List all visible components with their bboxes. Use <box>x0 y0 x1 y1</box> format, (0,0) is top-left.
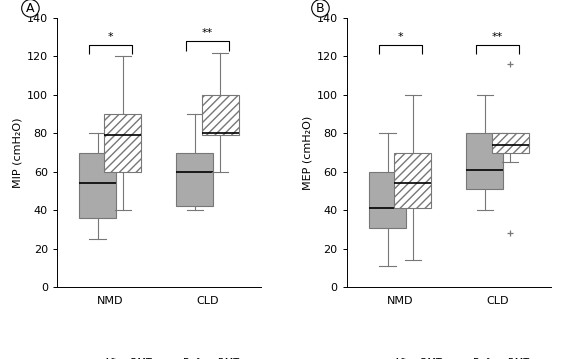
Bar <box>394 153 431 208</box>
Text: **: ** <box>202 28 213 38</box>
Bar <box>202 95 239 135</box>
Bar <box>466 133 503 189</box>
Y-axis label: MEP (cmH₂O): MEP (cmH₂O) <box>302 116 312 190</box>
Text: **: ** <box>492 32 503 42</box>
Y-axis label: MIP (cmH₂O): MIP (cmH₂O) <box>12 117 23 188</box>
Bar <box>105 114 141 172</box>
Text: B: B <box>316 2 325 15</box>
Text: A: A <box>26 2 35 15</box>
Bar <box>177 153 214 206</box>
Text: *: * <box>107 32 113 42</box>
Bar <box>492 133 529 153</box>
Text: *: * <box>398 32 403 42</box>
Bar <box>369 172 406 228</box>
Bar <box>79 153 116 218</box>
